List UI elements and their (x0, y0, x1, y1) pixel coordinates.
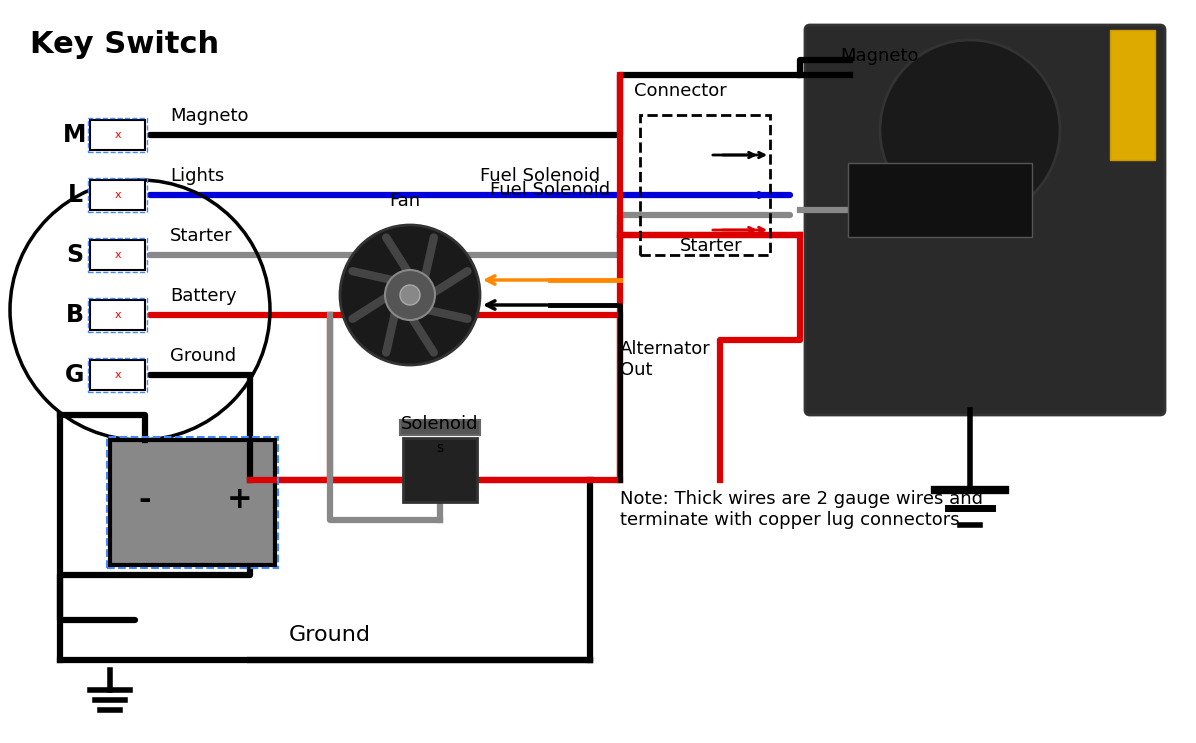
FancyArrowPatch shape (411, 317, 434, 352)
Circle shape (399, 285, 420, 305)
Text: x: x (115, 370, 121, 380)
Text: x: x (115, 310, 121, 320)
Text: G: G (66, 363, 85, 387)
FancyArrowPatch shape (353, 271, 393, 280)
FancyArrowPatch shape (386, 312, 395, 352)
FancyBboxPatch shape (110, 440, 275, 565)
FancyBboxPatch shape (90, 120, 145, 150)
FancyBboxPatch shape (1110, 30, 1155, 160)
Circle shape (340, 225, 480, 365)
Text: +: + (227, 485, 252, 514)
FancyBboxPatch shape (403, 438, 477, 502)
Text: x: x (115, 130, 121, 140)
FancyArrowPatch shape (425, 238, 434, 278)
Text: Alternator
Out: Alternator Out (620, 340, 710, 379)
Text: Solenoid: Solenoid (401, 415, 478, 433)
FancyArrowPatch shape (432, 271, 468, 293)
Text: Connector: Connector (634, 82, 726, 100)
FancyBboxPatch shape (848, 163, 1032, 237)
Text: Fan: Fan (390, 192, 421, 210)
FancyArrowPatch shape (353, 296, 388, 319)
Text: Battery: Battery (170, 287, 237, 305)
Text: Fuel Solenoid: Fuel Solenoid (490, 181, 610, 199)
Circle shape (385, 270, 435, 320)
FancyArrowPatch shape (386, 238, 409, 273)
Text: Lights: Lights (170, 167, 225, 185)
FancyBboxPatch shape (399, 420, 480, 435)
Text: Note: Thick wires are 2 gauge wires and
terminate with copper lug connectors: Note: Thick wires are 2 gauge wires and … (620, 490, 983, 529)
Text: Magneto: Magneto (170, 107, 249, 125)
Text: x: x (115, 190, 121, 200)
Text: Fuel Solenoid: Fuel Solenoid (480, 167, 600, 185)
Text: s: s (437, 441, 444, 455)
FancyBboxPatch shape (90, 300, 145, 330)
Text: Starter: Starter (681, 237, 743, 255)
Text: Magneto: Magneto (840, 47, 919, 65)
Text: x: x (115, 250, 121, 260)
Text: Key Switch: Key Switch (30, 30, 219, 59)
Circle shape (880, 40, 1060, 220)
FancyBboxPatch shape (805, 25, 1165, 415)
Text: S: S (67, 243, 84, 267)
FancyBboxPatch shape (90, 180, 145, 210)
FancyBboxPatch shape (90, 240, 145, 270)
Text: Ground: Ground (170, 347, 236, 365)
Text: B: B (66, 303, 84, 327)
Text: Ground: Ground (289, 625, 371, 645)
FancyBboxPatch shape (90, 360, 145, 390)
Text: Starter: Starter (170, 227, 233, 245)
Text: L: L (67, 183, 83, 207)
Text: M: M (63, 123, 86, 147)
FancyArrowPatch shape (427, 310, 468, 319)
Text: -: - (139, 485, 152, 514)
